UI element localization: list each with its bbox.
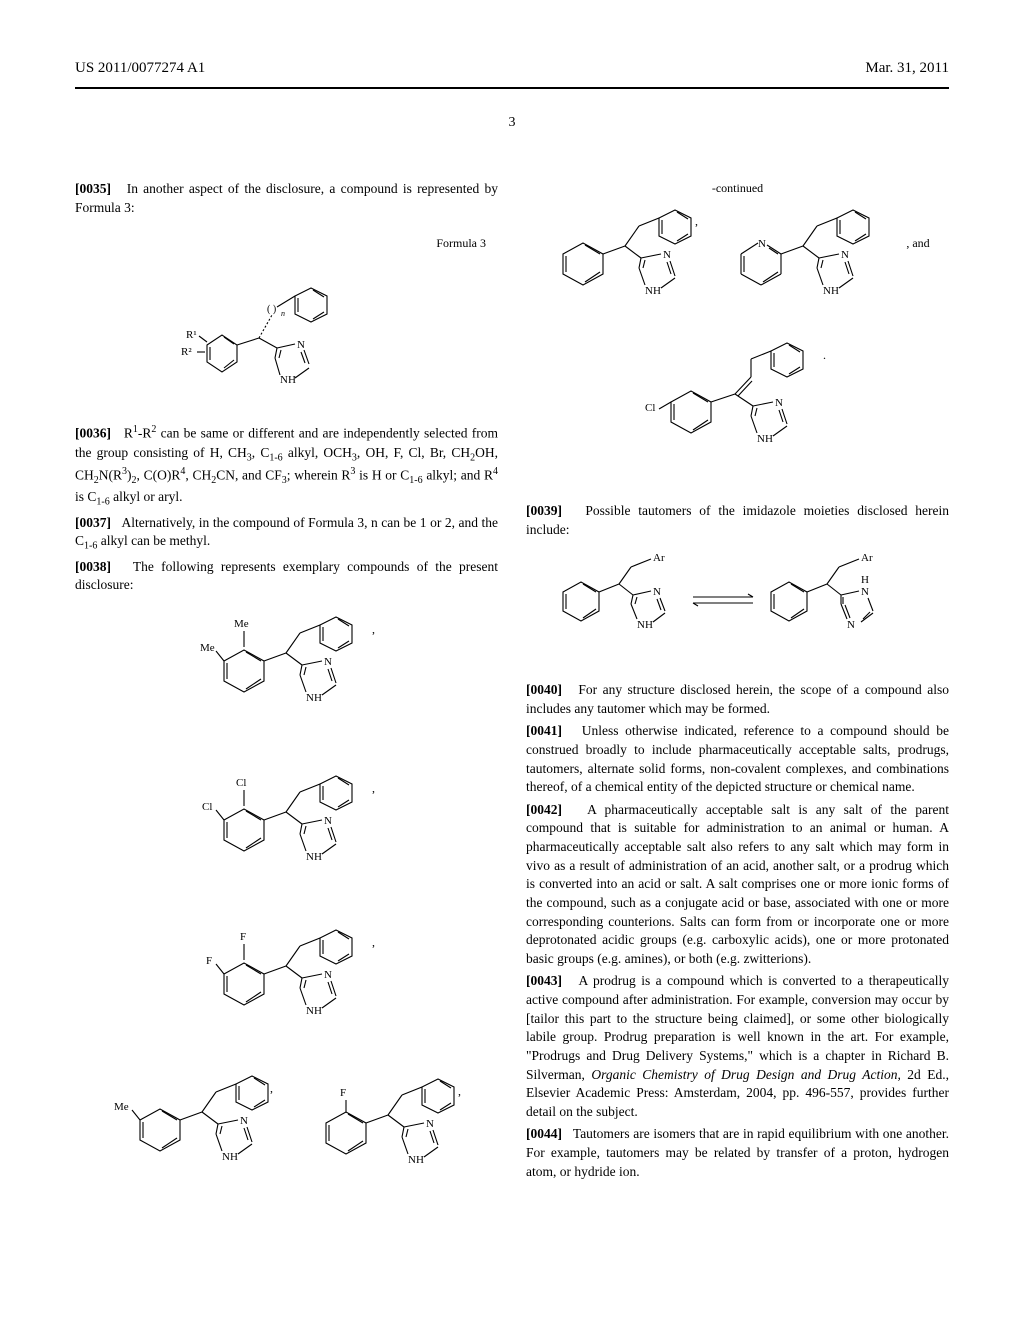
compound-me-me: Me Me N xyxy=(75,603,498,749)
svg-text:N: N xyxy=(663,249,671,261)
para-0036: [0036] R1-R2 can be same or different an… xyxy=(75,423,498,509)
svg-text:Me: Me xyxy=(200,642,215,654)
tautomer-equilibrium: Ar N NH xyxy=(526,547,949,663)
publication-date: Mar. 31, 2011 xyxy=(865,58,949,79)
svg-text:N: N xyxy=(324,815,332,827)
svg-text:,: , xyxy=(372,935,375,949)
svg-text:Cl: Cl xyxy=(236,777,246,789)
para-text-before: A prodrug is a compound which is convert… xyxy=(526,973,949,1081)
svg-text:N: N xyxy=(324,969,332,981)
svg-text:Me: Me xyxy=(234,618,249,630)
para-text: A pharmaceutically acceptable salt is an… xyxy=(526,802,949,966)
svg-text:,: , xyxy=(270,1081,273,1095)
compound-cl-cl: Cl Cl N xyxy=(75,766,498,902)
svg-text:H: H xyxy=(861,574,869,586)
para-0040: [0040] For any structure disclosed herei… xyxy=(526,681,949,718)
svg-text:Ar: Ar xyxy=(653,552,665,564)
svg-text:n: n xyxy=(281,309,285,318)
para-text-italic: Organic Chemistry of Drug Design and Dru… xyxy=(591,1067,901,1082)
svg-text:Cl: Cl xyxy=(645,402,655,414)
left-column: [0035] In another aspect of the disclosu… xyxy=(75,180,498,1218)
para-text: For any structure disclosed herein, the … xyxy=(526,682,949,716)
para-num: [0042] xyxy=(526,802,562,817)
para-0039: [0039] Possible tautomers of the imidazo… xyxy=(526,502,949,539)
para-num: [0044] xyxy=(526,1126,562,1141)
svg-text:NH: NH xyxy=(757,433,773,445)
para-0042: [0042] A pharmaceutically acceptable sal… xyxy=(526,801,949,969)
svg-text:,: , xyxy=(458,1084,461,1098)
para-text: Unless otherwise indicated, reference to… xyxy=(526,723,949,794)
svg-text:NH: NH xyxy=(823,285,839,297)
svg-text:R¹: R¹ xyxy=(186,329,197,341)
para-text: Tautomers are isomers that are in rapid … xyxy=(526,1126,949,1178)
svg-text:N: N xyxy=(653,586,661,598)
para-text: Possible tautomers of the imidazole moie… xyxy=(526,503,949,537)
para-num: [0036] xyxy=(75,426,111,441)
and-label: , and xyxy=(906,205,929,325)
svg-text:Me: Me xyxy=(114,1101,129,1113)
compound-pair-me-f: Me N xyxy=(75,1074,498,1204)
para-0043: [0043] A prodrug is a compound which is … xyxy=(526,972,949,1121)
compound-cl-vinyl: Cl xyxy=(526,339,949,485)
svg-text:NH: NH xyxy=(645,285,661,297)
right-column: -continued N xyxy=(526,180,949,1218)
svg-text:F: F xyxy=(240,931,246,943)
svg-text:N: N xyxy=(775,397,783,409)
svg-text:Cl: Cl xyxy=(202,801,212,813)
svg-text:F: F xyxy=(206,955,212,967)
svg-text:NH: NH xyxy=(222,1151,238,1163)
publication-number: US 2011/0077274 A1 xyxy=(75,58,205,79)
svg-text:NH: NH xyxy=(306,1005,322,1017)
para-0038: [0038] The following represents exemplar… xyxy=(75,558,498,595)
formula-3-label: Formula 3 xyxy=(75,235,498,252)
svg-text:Ar: Ar xyxy=(861,552,873,564)
continued-label: -continued xyxy=(526,180,949,197)
svg-text:N: N xyxy=(240,1115,248,1127)
svg-text:,: , xyxy=(372,622,375,636)
svg-text:NH: NH xyxy=(280,374,296,386)
page-number: 3 xyxy=(75,113,949,132)
para-text: The following represents exemplary compo… xyxy=(75,559,498,593)
para-num: [0043] xyxy=(526,973,562,988)
svg-text:( ): ( ) xyxy=(267,304,276,315)
svg-text:.: . xyxy=(823,348,826,362)
para-0035: [0035] In another aspect of the disclosu… xyxy=(75,180,498,217)
para-text: In another aspect of the disclosure, a c… xyxy=(75,181,498,215)
svg-text:,: , xyxy=(695,214,698,228)
svg-text:N: N xyxy=(297,339,305,351)
svg-text:NH: NH xyxy=(306,692,322,704)
para-num: [0038] xyxy=(75,559,111,574)
para-num: [0040] xyxy=(526,682,562,697)
para-0044: [0044] Tautomers are isomers that are in… xyxy=(526,1125,949,1181)
svg-text:N: N xyxy=(841,249,849,261)
formula-3-structure: R¹ R² ( ) n xyxy=(75,260,498,406)
compound-f-f: F F N xyxy=(75,920,498,1056)
svg-text:NH: NH xyxy=(408,1154,424,1166)
para-num: [0039] xyxy=(526,503,562,518)
svg-text:N: N xyxy=(426,1118,434,1130)
svg-text:N: N xyxy=(847,619,855,631)
para-num: [0037] xyxy=(75,515,111,530)
svg-text:F: F xyxy=(340,1087,346,1099)
header-divider xyxy=(75,87,949,89)
svg-text:N: N xyxy=(324,656,332,668)
para-num: [0035] xyxy=(75,181,111,196)
para-num: [0041] xyxy=(526,723,562,738)
para-0041: [0041] Unless otherwise indicated, refer… xyxy=(526,722,949,797)
svg-text:N: N xyxy=(861,586,869,598)
svg-text:N: N xyxy=(758,238,766,250)
svg-text:NH: NH xyxy=(306,851,322,863)
svg-text:,: , xyxy=(372,781,375,795)
para-0037: [0037] Alternatively, in the compound of… xyxy=(75,514,498,554)
compound-pair-ph-pyr: N NH , N xyxy=(526,205,949,325)
svg-text:R²: R² xyxy=(181,346,192,358)
svg-text:NH: NH xyxy=(637,619,653,631)
